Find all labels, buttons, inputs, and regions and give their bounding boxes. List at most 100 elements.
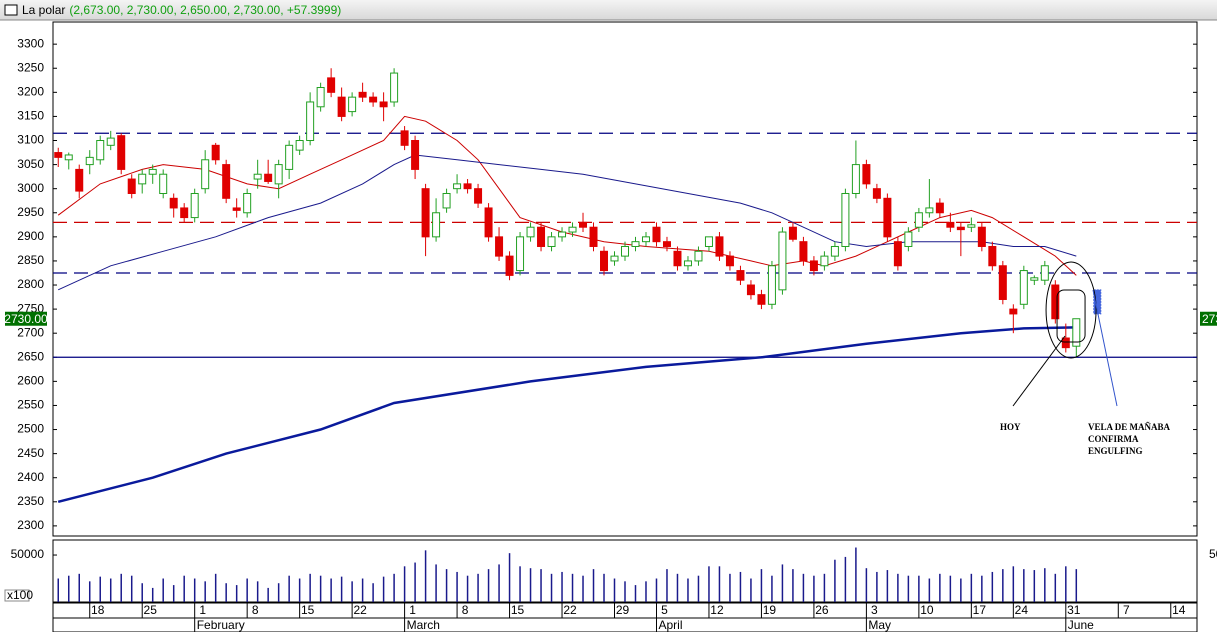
- candle-body: [746, 284, 755, 296]
- candle-body: [327, 77, 336, 93]
- month-label: April: [658, 618, 682, 632]
- month-label: June: [1068, 618, 1094, 632]
- candle-body: [1072, 318, 1081, 347]
- candle-body: [127, 178, 136, 194]
- x-tick-label: 24: [1015, 603, 1029, 617]
- candle-body: [914, 212, 923, 228]
- unit-box: [4, 589, 30, 602]
- x-tick-label: 14: [1172, 603, 1186, 617]
- candle-body: [579, 221, 588, 228]
- candle-body: [537, 226, 546, 247]
- candle-body: [180, 207, 189, 219]
- candle-body: [1019, 270, 1028, 305]
- x-tick-label: 3: [871, 603, 878, 617]
- y-tick-label: 3100: [17, 133, 44, 147]
- candle-body: [977, 226, 986, 247]
- y-tick-label: 3050: [17, 157, 44, 171]
- candle-body: [159, 173, 168, 194]
- y-tick-label: 2650: [17, 349, 44, 363]
- annotation-text: VELA DE MAÑABA: [1088, 422, 1171, 432]
- candle-body: [610, 255, 619, 262]
- candle-body: [495, 236, 504, 257]
- annotation-text: CONFIRMA: [1088, 434, 1139, 444]
- candle-body: [516, 236, 525, 272]
- candle-body: [432, 212, 441, 238]
- candle-body: [799, 241, 808, 262]
- candle-body: [725, 255, 734, 267]
- candle-body: [274, 164, 283, 185]
- candle-body: [190, 192, 199, 219]
- annotation-ellipse: [1045, 261, 1097, 359]
- candle-body: [264, 173, 273, 182]
- candle-body: [306, 101, 315, 142]
- annotation-frame: [1056, 289, 1086, 343]
- candle-body: [694, 250, 703, 262]
- candle-body: [211, 144, 220, 161]
- y-tick-label: 3300: [17, 36, 44, 50]
- y-tick-label: 3150: [17, 109, 44, 123]
- candle-body: [841, 192, 850, 247]
- candle-body: [148, 168, 157, 175]
- candle-body: [474, 188, 483, 204]
- annotation-arrow: [1012, 335, 1066, 407]
- candle-body: [998, 265, 1007, 300]
- last-price-label: 2730.00: [4, 312, 48, 326]
- candle-body: [641, 236, 650, 243]
- candle-body: [138, 173, 147, 185]
- y-tick-label: 2900: [17, 229, 44, 243]
- x-tick-label: 7: [1123, 603, 1130, 617]
- header-icon: [4, 4, 18, 16]
- annotation-arrow-blue: [1092, 289, 1118, 407]
- x-tick-label: 5: [661, 603, 668, 617]
- y-tick-label: 2600: [17, 374, 44, 388]
- candle-body: [337, 96, 346, 117]
- y-tick-label: 2700: [17, 325, 44, 339]
- annotation-text: HOY: [1000, 422, 1021, 432]
- x-tick-label: 29: [616, 603, 630, 617]
- chart-subtitle: (2,673.00, 2,730.00, 2,650.00, 2,730.00,…: [69, 3, 341, 17]
- candle-body: [946, 221, 955, 228]
- candle-body: [967, 224, 976, 228]
- candle-body: [872, 188, 881, 199]
- x-tick-label: 10: [920, 603, 934, 617]
- projected-candle: [1093, 289, 1102, 315]
- candle-body: [893, 241, 902, 267]
- last-price-box: [5, 311, 47, 326]
- x-tick-label: 1: [199, 603, 206, 617]
- candle-body: [285, 144, 294, 170]
- candle-body: [526, 226, 535, 238]
- candle-body: [830, 245, 839, 257]
- moving-average-line: [57, 326, 1077, 504]
- candle-body: [379, 101, 388, 108]
- y-tick-label: 2400: [17, 470, 44, 484]
- candle-body: [862, 164, 871, 185]
- month-label: February: [197, 618, 245, 632]
- candle-body: [883, 197, 892, 238]
- candle-body: [96, 140, 105, 161]
- candle-body: [904, 231, 913, 247]
- candle-body: [673, 250, 682, 267]
- candle-body: [505, 255, 514, 276]
- candle-body: [788, 226, 797, 240]
- candle-body: [683, 260, 692, 267]
- candle-body: [369, 96, 378, 103]
- x-tick-label: 25: [144, 603, 158, 617]
- candle-body: [316, 87, 325, 108]
- x-tick-label: 31: [1067, 603, 1081, 617]
- candle-body: [757, 294, 766, 305]
- candle-body: [1061, 337, 1070, 349]
- month-row: [52, 617, 1198, 632]
- x-tick-label: 19: [763, 603, 777, 617]
- candle-body: [463, 183, 472, 190]
- candle-body: [851, 164, 860, 194]
- candle-body: [390, 72, 399, 103]
- candle-body: [1009, 308, 1018, 315]
- chart-title: La polar: [22, 3, 65, 17]
- month-label: May: [868, 618, 891, 632]
- candle-body: [201, 159, 210, 190]
- candle-body: [662, 241, 671, 247]
- candle-body: [453, 183, 462, 190]
- candle-body: [1030, 277, 1039, 281]
- volume-tick-label-right: 50000: [1209, 547, 1217, 561]
